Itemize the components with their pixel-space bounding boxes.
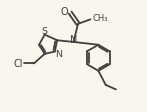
Text: O: O bbox=[60, 7, 68, 17]
Text: N: N bbox=[55, 50, 62, 59]
Text: CH₃: CH₃ bbox=[92, 14, 108, 23]
Text: Cl: Cl bbox=[14, 59, 23, 69]
Text: S: S bbox=[42, 26, 48, 35]
Text: N: N bbox=[70, 34, 77, 44]
